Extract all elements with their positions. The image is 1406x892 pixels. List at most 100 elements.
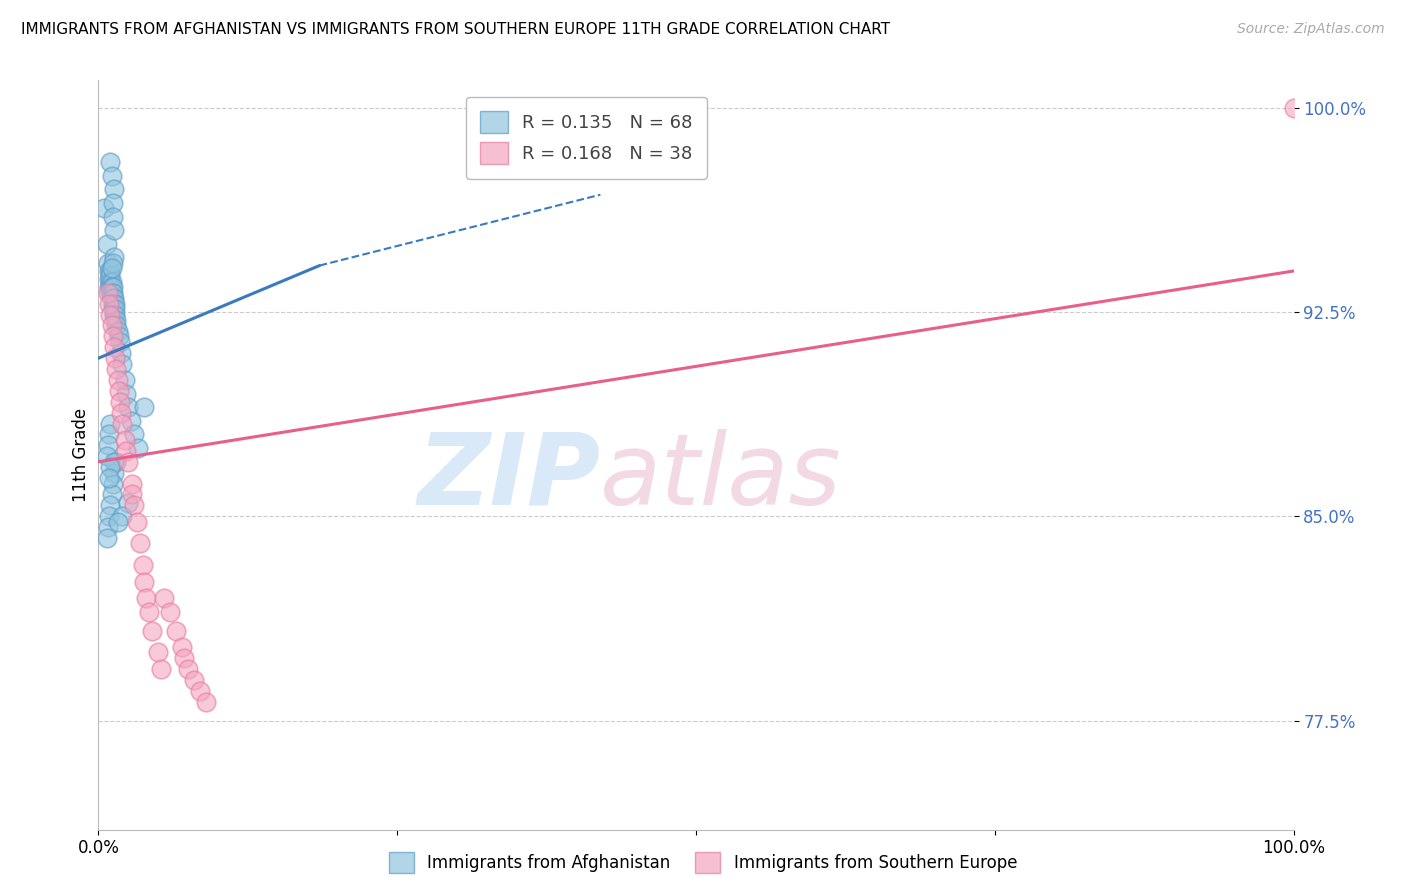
- Point: [100, 275, 122, 289]
- Legend: R = 0.135   N = 68, R = 0.168   N = 38: R = 0.135 N = 68, R = 0.168 N = 38: [465, 97, 707, 178]
- Point: [107, 384, 129, 398]
- Point: [98, 155, 122, 169]
- Point: [104, 351, 127, 366]
- Point: [188, 683, 211, 698]
- Point: [111, 509, 134, 524]
- Point: [107, 373, 129, 387]
- Point: [96, 450, 118, 464]
- Point: [117, 455, 139, 469]
- Point: [107, 329, 129, 343]
- Point: [96, 236, 118, 251]
- Point: [115, 443, 138, 458]
- Point: [98, 471, 121, 485]
- Point: [98, 285, 122, 300]
- Point: [97, 285, 120, 300]
- Point: [93, 202, 115, 216]
- Point: [103, 466, 125, 480]
- Point: [173, 651, 195, 665]
- Point: [132, 574, 155, 589]
- Point: [120, 414, 142, 428]
- Point: [135, 591, 157, 605]
- Point: [110, 406, 132, 420]
- Point: [108, 394, 131, 409]
- Point: [98, 280, 121, 294]
- Point: [115, 386, 138, 401]
- Point: [101, 280, 124, 294]
- Point: [101, 210, 124, 224]
- Point: [100, 318, 122, 333]
- Point: [107, 515, 129, 529]
- Point: [98, 280, 122, 294]
- Point: [104, 302, 127, 317]
- Point: [125, 515, 148, 529]
- Point: [107, 324, 129, 338]
- Point: [104, 308, 127, 322]
- Point: [117, 401, 139, 415]
- Point: [1282, 101, 1305, 115]
- Point: [100, 169, 122, 183]
- Point: [98, 296, 121, 310]
- Point: [98, 417, 122, 431]
- Point: [101, 291, 124, 305]
- Y-axis label: 11th Grade: 11th Grade: [72, 408, 90, 502]
- Point: [98, 427, 121, 442]
- Point: [108, 334, 131, 349]
- Point: [98, 460, 122, 475]
- Point: [159, 605, 181, 619]
- Point: [101, 256, 124, 270]
- Point: [165, 624, 187, 638]
- Point: [97, 438, 120, 452]
- Text: IMMIGRANTS FROM AFGHANISTAN VS IMMIGRANTS FROM SOUTHERN EUROPE 11TH GRADE CORREL: IMMIGRANTS FROM AFGHANISTAN VS IMMIGRANT…: [21, 22, 890, 37]
- Point: [148, 645, 170, 659]
- Point: [98, 264, 121, 278]
- Point: [105, 318, 128, 333]
- Point: [98, 275, 122, 289]
- Point: [103, 308, 125, 322]
- Point: [100, 487, 122, 501]
- Point: [132, 401, 155, 415]
- Point: [101, 329, 124, 343]
- Text: atlas: atlas: [600, 429, 842, 526]
- Point: [149, 662, 172, 676]
- Point: [100, 285, 122, 300]
- Point: [195, 694, 218, 708]
- Point: [114, 373, 136, 387]
- Point: [121, 487, 143, 501]
- Text: Source: ZipAtlas.com: Source: ZipAtlas.com: [1237, 22, 1385, 37]
- Point: [141, 624, 163, 638]
- Point: [101, 285, 124, 300]
- Point: [105, 455, 128, 469]
- Point: [103, 296, 125, 310]
- Point: [105, 362, 128, 376]
- Point: [97, 520, 120, 534]
- Legend: Immigrants from Afghanistan, Immigrants from Southern Europe: Immigrants from Afghanistan, Immigrants …: [382, 846, 1024, 880]
- Point: [98, 269, 122, 284]
- Point: [114, 433, 136, 447]
- Point: [96, 531, 118, 545]
- Point: [103, 291, 125, 305]
- Point: [105, 313, 128, 327]
- Point: [98, 499, 122, 513]
- Point: [117, 495, 139, 509]
- Point: [100, 261, 122, 276]
- Point: [101, 302, 124, 317]
- Point: [183, 673, 205, 687]
- Point: [131, 558, 153, 573]
- Point: [101, 296, 124, 310]
- Point: [110, 345, 132, 359]
- Point: [127, 441, 149, 455]
- Point: [101, 195, 124, 210]
- Point: [101, 476, 124, 491]
- Point: [103, 455, 125, 469]
- Point: [98, 272, 121, 286]
- Point: [100, 280, 122, 294]
- Point: [103, 302, 125, 317]
- Text: ZIP: ZIP: [418, 429, 600, 526]
- Point: [98, 308, 122, 322]
- Point: [103, 223, 125, 237]
- Point: [124, 499, 146, 513]
- Point: [138, 605, 160, 619]
- Point: [111, 357, 134, 371]
- Point: [97, 256, 120, 270]
- Point: [98, 264, 122, 278]
